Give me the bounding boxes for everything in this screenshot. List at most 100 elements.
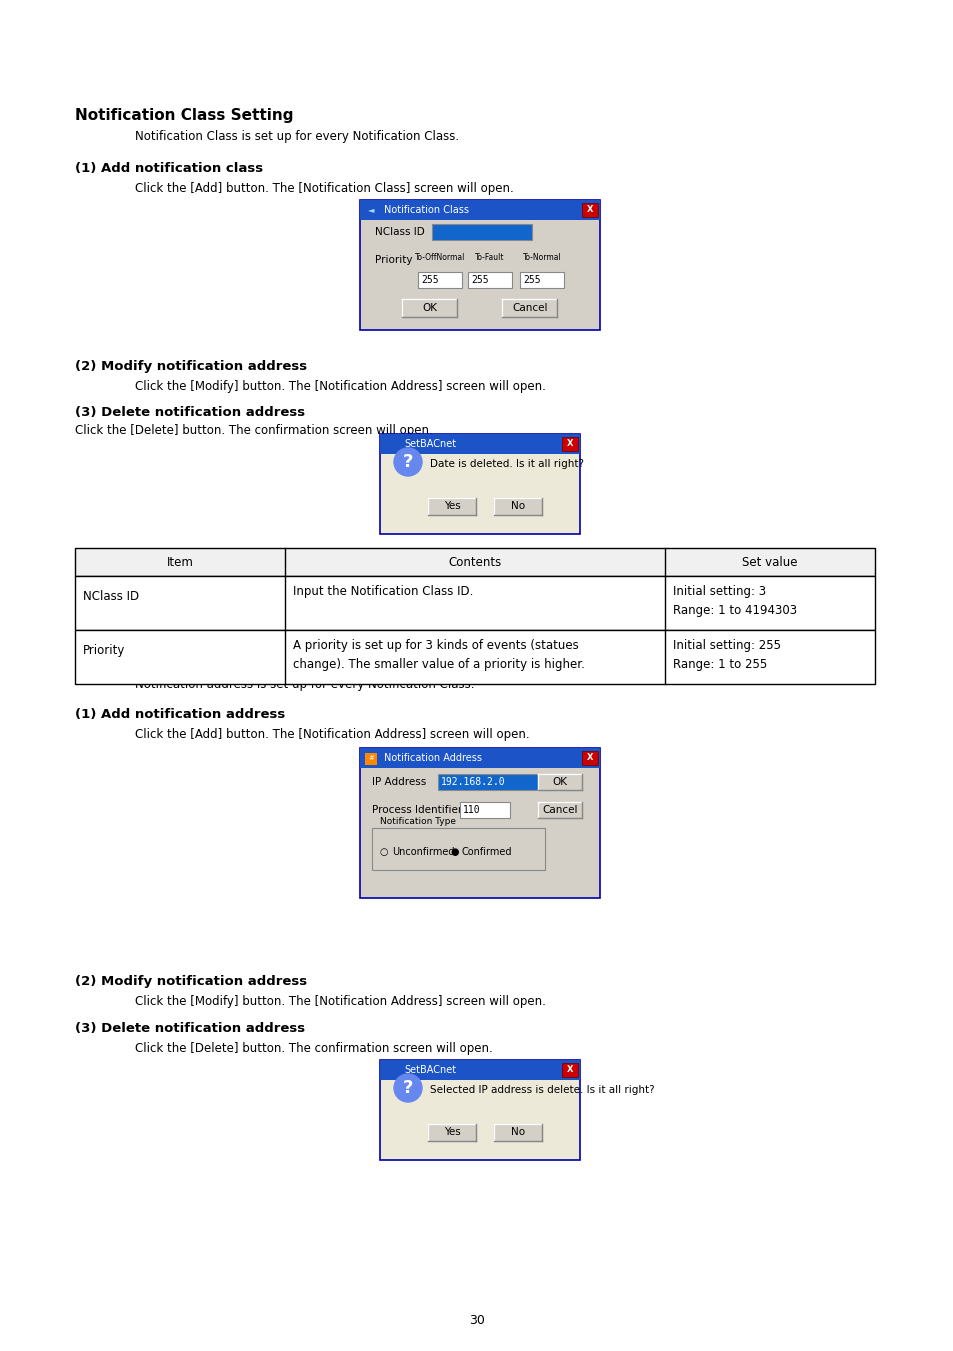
Text: Click the [Add] button. The [Notification Address] screen will open.: Click the [Add] button. The [Notificatio…: [135, 728, 529, 740]
Text: change). The smaller value of a priority is higher.: change). The smaller value of a priority…: [293, 658, 584, 671]
Text: Yes: Yes: [443, 501, 460, 511]
Text: Set value: Set value: [741, 555, 797, 569]
Text: 110: 110: [462, 805, 480, 815]
Text: Notification Class Setting: Notification Class Setting: [75, 108, 294, 123]
Bar: [432, 224, 532, 240]
Bar: [561, 436, 578, 451]
Bar: [75, 576, 874, 630]
Text: A priority is set up for 3 kinds of events (statues: A priority is set up for 3 kinds of even…: [293, 639, 578, 653]
Text: Notification address is set up for every Notification Class.: Notification address is set up for every…: [135, 678, 474, 690]
Text: OK: OK: [552, 777, 567, 788]
Bar: [359, 200, 599, 330]
Text: IP Address: IP Address: [372, 777, 426, 788]
Text: Item: Item: [167, 555, 193, 569]
Bar: [379, 434, 579, 534]
Bar: [75, 549, 874, 576]
Text: Click the [Modify] button. The [Notification Address] screen will open.: Click the [Modify] button. The [Notifica…: [135, 994, 545, 1008]
Text: 255: 255: [420, 276, 438, 285]
Text: Confirmed: Confirmed: [461, 847, 512, 857]
Text: Click the [Add] button. The [Notification Class] screen will open.: Click the [Add] button. The [Notificatio…: [135, 182, 514, 195]
Bar: [75, 630, 874, 684]
Text: X: X: [566, 1066, 573, 1074]
Text: Initial setting: 255: Initial setting: 255: [672, 639, 781, 653]
Text: SetBACnet: SetBACnet: [403, 439, 456, 449]
Text: 192.168.2.0: 192.168.2.0: [440, 777, 505, 788]
Text: Priority: Priority: [375, 255, 412, 265]
Bar: [581, 203, 598, 218]
Text: Yes: Yes: [443, 1127, 460, 1138]
Text: Notification Type: Notification Type: [379, 817, 456, 825]
Bar: [365, 753, 376, 765]
Bar: [359, 200, 599, 220]
Circle shape: [394, 449, 421, 476]
Text: NClass ID: NClass ID: [83, 590, 139, 603]
Text: To-Normal: To-Normal: [522, 254, 560, 262]
Text: Cancel: Cancel: [512, 303, 547, 313]
Bar: [502, 299, 557, 317]
Text: #: #: [368, 755, 374, 761]
Bar: [519, 272, 563, 288]
Text: (3) Delete notification address: (3) Delete notification address: [75, 407, 305, 419]
Bar: [537, 802, 581, 817]
Text: 255: 255: [522, 276, 540, 285]
Text: To-OffNormal: To-OffNormal: [415, 254, 465, 262]
Text: ◄: ◄: [368, 205, 375, 215]
Bar: [428, 497, 476, 515]
Text: Notification Address: Notification Address: [384, 753, 481, 763]
Text: Input the Notification Class ID.: Input the Notification Class ID.: [293, 585, 473, 598]
Text: 30: 30: [469, 1313, 484, 1327]
Text: ●: ●: [450, 847, 458, 857]
Bar: [537, 774, 581, 790]
Bar: [379, 1061, 579, 1161]
Text: NClass ID: NClass ID: [375, 227, 424, 236]
Bar: [437, 774, 537, 790]
Text: Selected IP address is delete. Is it all right?: Selected IP address is delete. Is it all…: [430, 1085, 654, 1096]
Text: (1) Add notification address: (1) Add notification address: [75, 708, 285, 721]
Text: Notification Address Setting: Notification Address Setting: [75, 658, 317, 673]
Text: ?: ?: [402, 453, 413, 471]
Text: Unconfirmed: Unconfirmed: [392, 847, 454, 857]
Text: To-Fault: To-Fault: [475, 254, 504, 262]
Bar: [417, 272, 461, 288]
Text: No: No: [511, 1127, 524, 1138]
Text: (1) Add notification class: (1) Add notification class: [75, 162, 263, 176]
Text: Priority: Priority: [83, 644, 125, 657]
Text: Contents: Contents: [448, 555, 501, 569]
Bar: [494, 497, 541, 515]
Bar: [468, 272, 512, 288]
Bar: [561, 1063, 578, 1077]
Bar: [402, 299, 457, 317]
Text: No: No: [511, 501, 524, 511]
Bar: [459, 802, 510, 817]
Text: ?: ?: [402, 1079, 413, 1097]
Text: ○: ○: [379, 847, 388, 857]
Text: X: X: [586, 205, 593, 215]
Text: Click the [Delete] button. The confirmation screen will open.: Click the [Delete] button. The confirmat…: [75, 424, 433, 436]
Text: Initial setting: 3: Initial setting: 3: [672, 585, 765, 598]
Text: Range: 1 to 255: Range: 1 to 255: [672, 658, 766, 671]
Text: Process Identifier: Process Identifier: [372, 805, 462, 815]
Text: Notification Class is set up for every Notification Class.: Notification Class is set up for every N…: [135, 130, 458, 143]
Text: (3) Delete notification address: (3) Delete notification address: [75, 1021, 305, 1035]
Bar: [428, 1124, 476, 1140]
Bar: [494, 1124, 541, 1140]
Bar: [581, 751, 598, 765]
Text: Notification Class: Notification Class: [384, 205, 469, 215]
Text: OK: OK: [422, 303, 437, 313]
Text: X: X: [586, 754, 593, 762]
Text: 255: 255: [471, 276, 488, 285]
Circle shape: [394, 1074, 421, 1102]
Text: Cancel: Cancel: [541, 805, 578, 815]
Text: Date is deleted. Is it all right?: Date is deleted. Is it all right?: [430, 459, 583, 469]
Text: Click the [Modify] button. The [Notification Address] screen will open.: Click the [Modify] button. The [Notifica…: [135, 380, 545, 393]
Bar: [379, 1061, 579, 1079]
Text: Click the [Delete] button. The confirmation screen will open.: Click the [Delete] button. The confirmat…: [135, 1042, 493, 1055]
Text: Range: 1 to 4194303: Range: 1 to 4194303: [672, 604, 797, 617]
Text: (2) Modify notification address: (2) Modify notification address: [75, 975, 307, 988]
Text: SetBACnet: SetBACnet: [403, 1065, 456, 1075]
Bar: [359, 748, 599, 767]
Bar: [359, 748, 599, 898]
Text: (2) Modify notification address: (2) Modify notification address: [75, 359, 307, 373]
Bar: [372, 828, 544, 870]
Text: X: X: [566, 439, 573, 449]
